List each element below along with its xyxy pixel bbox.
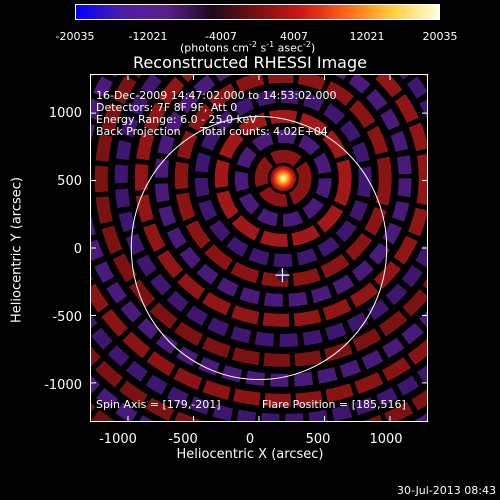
fringe-ring: [90, 74, 428, 387]
spin-axis-marker: [275, 268, 290, 283]
fringe-ring: [254, 149, 312, 207]
x-tick-label: 0: [245, 432, 255, 447]
x-tick-label: 1000: [369, 432, 403, 447]
info-flare-position: Flare Position = [185,516]: [262, 398, 406, 411]
rhessi-image-plot: [90, 74, 428, 422]
y-tick-label: 0: [73, 242, 82, 257]
y-tick-label: 1000: [48, 106, 82, 121]
info-total-counts: Total counts: 4.02E+04: [200, 125, 328, 138]
fringe-rings: [90, 74, 428, 422]
info-time-range: 16-Dec-2009 14:47:02.000 to 14:53:02.000: [96, 89, 337, 102]
x-tick-label: 500: [305, 432, 331, 447]
y-axis-label: Heliocentric Y (arcsec): [9, 177, 25, 323]
info-spin-axis: Spin Axis = [179,-201]: [96, 398, 221, 411]
fringe-ring: [134, 74, 428, 327]
y-tick-label: -1000: [44, 378, 82, 393]
fringe-ring: [114, 74, 428, 347]
y-tick-label: -500: [52, 310, 82, 325]
x-tick-label: -1000: [99, 432, 137, 447]
rhessi-image-svg: [90, 74, 428, 422]
fringe-ring: [214, 109, 352, 247]
info-energy-range: Energy Range: 6.0 - 25.0 keV: [96, 113, 257, 126]
colorbar-gradient: [76, 5, 439, 19]
footer-timestamp: 30-Jul-2013 08:43: [396, 484, 496, 497]
colorbar-tick: 4007: [280, 30, 308, 43]
fringe-ring: [194, 89, 372, 267]
y-tick-label: 500: [57, 174, 82, 189]
colorbar-unit-label: (photons cm-2 s-1 asec-2): [180, 40, 316, 55]
colorbar: [75, 4, 440, 20]
fringe-ring: [94, 74, 428, 367]
info-method: Back Projection: [96, 125, 181, 138]
x-tick-label: -500: [168, 432, 198, 447]
x-axis-label: Heliocentric X (arcsec): [176, 447, 324, 462]
solar-limb: [130, 115, 388, 381]
info-detectors: Detectors: 7F 8F 9F, Att 0: [96, 101, 238, 114]
colorbar-tick: 20035: [422, 30, 458, 43]
fringe-ring: [90, 74, 428, 407]
colorbar-tick: -12021: [128, 30, 168, 43]
fringe-ring: [234, 129, 332, 227]
fringe-ring: [154, 74, 412, 307]
colorbar-tick: 12021: [349, 30, 385, 43]
plot-title: Reconstructed RHESSI Image: [133, 53, 367, 72]
colorbar-tick: -20035: [55, 30, 95, 43]
colorbar-tick: -4007: [205, 30, 237, 43]
flare-source: [270, 165, 297, 192]
